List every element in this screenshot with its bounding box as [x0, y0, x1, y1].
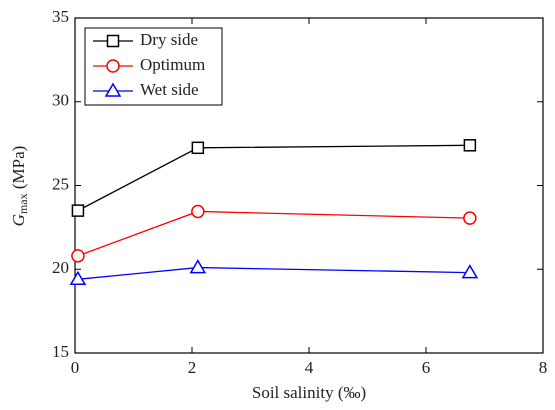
y-tick-label: 25 — [52, 174, 69, 193]
marker — [69, 270, 87, 286]
marker — [463, 139, 477, 152]
marker — [191, 141, 205, 155]
x-tick-label: 6 — [422, 358, 431, 377]
marker — [71, 204, 85, 217]
legend-label: Dry side — [140, 30, 198, 49]
series-line — [77, 210, 470, 257]
legend-label: Optimum — [140, 55, 205, 74]
y-axis-label: Gmax (MPa) — [9, 146, 30, 227]
marker — [461, 264, 479, 279]
marker — [463, 211, 477, 225]
legend-marker — [106, 34, 120, 48]
y-label-subscript: max — [16, 193, 30, 214]
legend-marker — [106, 59, 120, 73]
y-tick-label: 15 — [52, 342, 69, 361]
x-tick-label: 4 — [305, 358, 314, 377]
y-label-unit: (MPa) — [9, 146, 28, 194]
series-line — [77, 266, 470, 280]
y-tick-label: 20 — [52, 258, 69, 277]
marker — [189, 259, 207, 274]
series-line — [77, 144, 470, 212]
x-tick-label: 8 — [539, 358, 548, 377]
legend-label: Wet side — [140, 80, 199, 99]
x-tick-label: 0 — [71, 358, 80, 377]
x-axis-label: Soil salinity (‰) — [252, 383, 366, 402]
legend-marker — [104, 82, 122, 97]
y-tick-label: 35 — [52, 7, 69, 26]
x-tick-label: 2 — [188, 358, 197, 377]
y-label-symbol: G — [9, 214, 28, 226]
y-tick-label: 30 — [52, 91, 69, 110]
marker — [191, 204, 205, 219]
marker — [71, 249, 85, 263]
